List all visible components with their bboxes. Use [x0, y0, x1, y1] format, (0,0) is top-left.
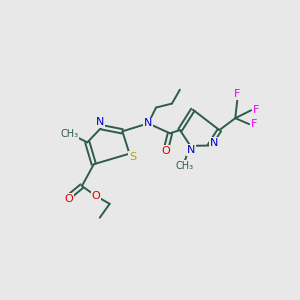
Text: S: S	[129, 152, 136, 162]
Text: CH₃: CH₃	[60, 130, 79, 140]
Text: F: F	[234, 89, 240, 99]
Text: N: N	[210, 137, 219, 148]
Text: O: O	[92, 191, 100, 201]
Text: N: N	[187, 145, 196, 155]
Text: N: N	[95, 117, 104, 127]
Text: F: F	[253, 105, 259, 115]
Text: O: O	[162, 146, 170, 156]
Text: N: N	[144, 118, 152, 128]
Text: F: F	[251, 119, 257, 129]
Text: CH₃: CH₃	[176, 161, 194, 171]
Text: O: O	[65, 194, 74, 204]
